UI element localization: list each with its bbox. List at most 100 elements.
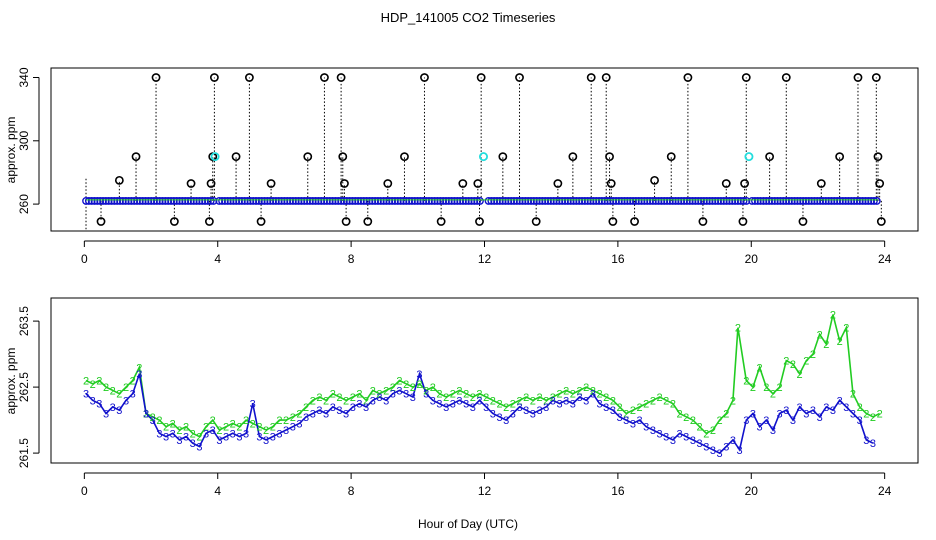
baseline-point	[620, 197, 629, 205]
series-3-marker: 3	[90, 395, 96, 407]
series-2-marker: 2	[643, 399, 649, 411]
baseline-point	[762, 197, 771, 205]
baseline-point	[555, 197, 564, 205]
baseline-point	[362, 197, 371, 205]
baseline-point	[535, 197, 544, 205]
top-panel: 0 4 8 12 16 20 24 260 300 340 approx. ppm	[4, 67, 919, 266]
flag-point	[853, 73, 863, 82]
flag-point	[245, 73, 254, 82]
top-x-tick-label: 4	[214, 252, 221, 266]
baseline-point	[376, 197, 385, 205]
series-3-marker: 3	[550, 395, 556, 407]
flag-point	[96, 217, 106, 226]
top-y-tick-label: 340	[17, 67, 31, 87]
series-2-marker: 2	[843, 323, 849, 335]
baseline-point	[785, 197, 793, 205]
baseline-point	[223, 197, 232, 205]
baseline-point	[317, 197, 326, 205]
series-2-marker: 2	[596, 389, 602, 401]
baseline-point	[422, 197, 431, 205]
baseline-point	[648, 197, 657, 205]
flag-point	[204, 217, 214, 226]
baseline-point	[252, 197, 260, 205]
top-plot-frame	[50, 67, 919, 232]
series-2-marker: 2	[563, 385, 569, 397]
baseline-point	[626, 197, 635, 205]
baseline-point	[357, 197, 365, 205]
baseline-point	[354, 197, 363, 205]
baseline-point	[121, 197, 130, 205]
baseline-point	[867, 197, 876, 205]
series-3-marker: 3	[183, 432, 189, 444]
flag-point	[816, 179, 826, 188]
baseline-point	[277, 197, 286, 205]
baseline-point	[691, 197, 700, 205]
baseline-point	[306, 197, 314, 205]
baseline-point	[337, 197, 346, 205]
baseline-point	[127, 197, 136, 205]
baseline-point	[263, 197, 272, 205]
series-3-marker: 3	[390, 389, 396, 401]
flag-point	[475, 217, 484, 226]
series-2-marker: 2	[316, 392, 322, 404]
baseline-point	[291, 197, 300, 205]
baseline-point	[671, 197, 680, 205]
series-3-marker: 3	[863, 435, 869, 447]
baseline-point	[84, 197, 93, 205]
series-2-marker: 2	[717, 415, 723, 427]
calibration-point	[478, 152, 488, 162]
baseline-point	[399, 197, 408, 205]
series-2-marker: 2	[363, 395, 369, 407]
series-3-marker: 3	[596, 399, 602, 411]
flag-point	[420, 73, 429, 82]
flag-point	[186, 179, 196, 188]
top-y-tick-label: 300	[17, 130, 31, 150]
bottom-axes: 0 4 8 12 16 20 24 261.5 262.5 263.5	[17, 306, 892, 498]
series-2-marker: 2	[870, 412, 876, 424]
top-x-tick-label: 16	[611, 252, 625, 266]
baseline-point	[470, 197, 479, 205]
series-3-marker: 3	[83, 389, 89, 401]
series-2-marker: 2	[463, 389, 469, 401]
series-3-marker: 3	[703, 442, 709, 454]
baseline-point	[552, 197, 561, 205]
series-2-marker: 2	[156, 415, 162, 427]
flag-point	[650, 175, 659, 185]
baseline-point	[238, 197, 246, 205]
series-2-marker: 2	[130, 376, 136, 388]
flag-point	[630, 217, 639, 226]
baseline-point	[799, 197, 808, 205]
series-3-marker: 3	[810, 405, 816, 417]
baseline-point	[246, 197, 255, 205]
baseline-point	[592, 197, 601, 205]
baseline-point	[858, 197, 867, 205]
series-3-marker: 3	[263, 435, 269, 447]
series-2-marker: 2	[516, 395, 522, 407]
baseline-point	[456, 197, 465, 205]
series-2-marker: 2	[436, 389, 442, 401]
top-x-tick-label: 0	[81, 252, 88, 266]
baseline-point	[410, 197, 419, 205]
flag-point	[169, 217, 179, 226]
baseline-point	[853, 197, 861, 205]
series-2-marker: 2	[857, 402, 863, 414]
series-3-marker: 3	[823, 402, 829, 414]
baseline-point	[82, 197, 90, 205]
bottom-y-tick-label: 263.5	[17, 306, 31, 336]
baseline-point	[819, 197, 827, 205]
flag-point	[568, 152, 578, 162]
series-3-marker: 3	[490, 409, 496, 421]
series-3-marker: 3	[730, 435, 736, 447]
baseline-point	[226, 197, 235, 205]
baseline-point	[824, 197, 833, 205]
baseline-point	[654, 197, 663, 205]
series-2-marker: 2	[430, 382, 436, 394]
baseline-point	[714, 197, 722, 205]
series-2-marker: 2	[170, 418, 176, 430]
series-3-marker: 3	[496, 412, 502, 424]
flag-point	[606, 179, 616, 188]
baseline-point	[334, 197, 343, 205]
baseline-point	[677, 197, 686, 205]
baseline-point	[320, 197, 329, 205]
